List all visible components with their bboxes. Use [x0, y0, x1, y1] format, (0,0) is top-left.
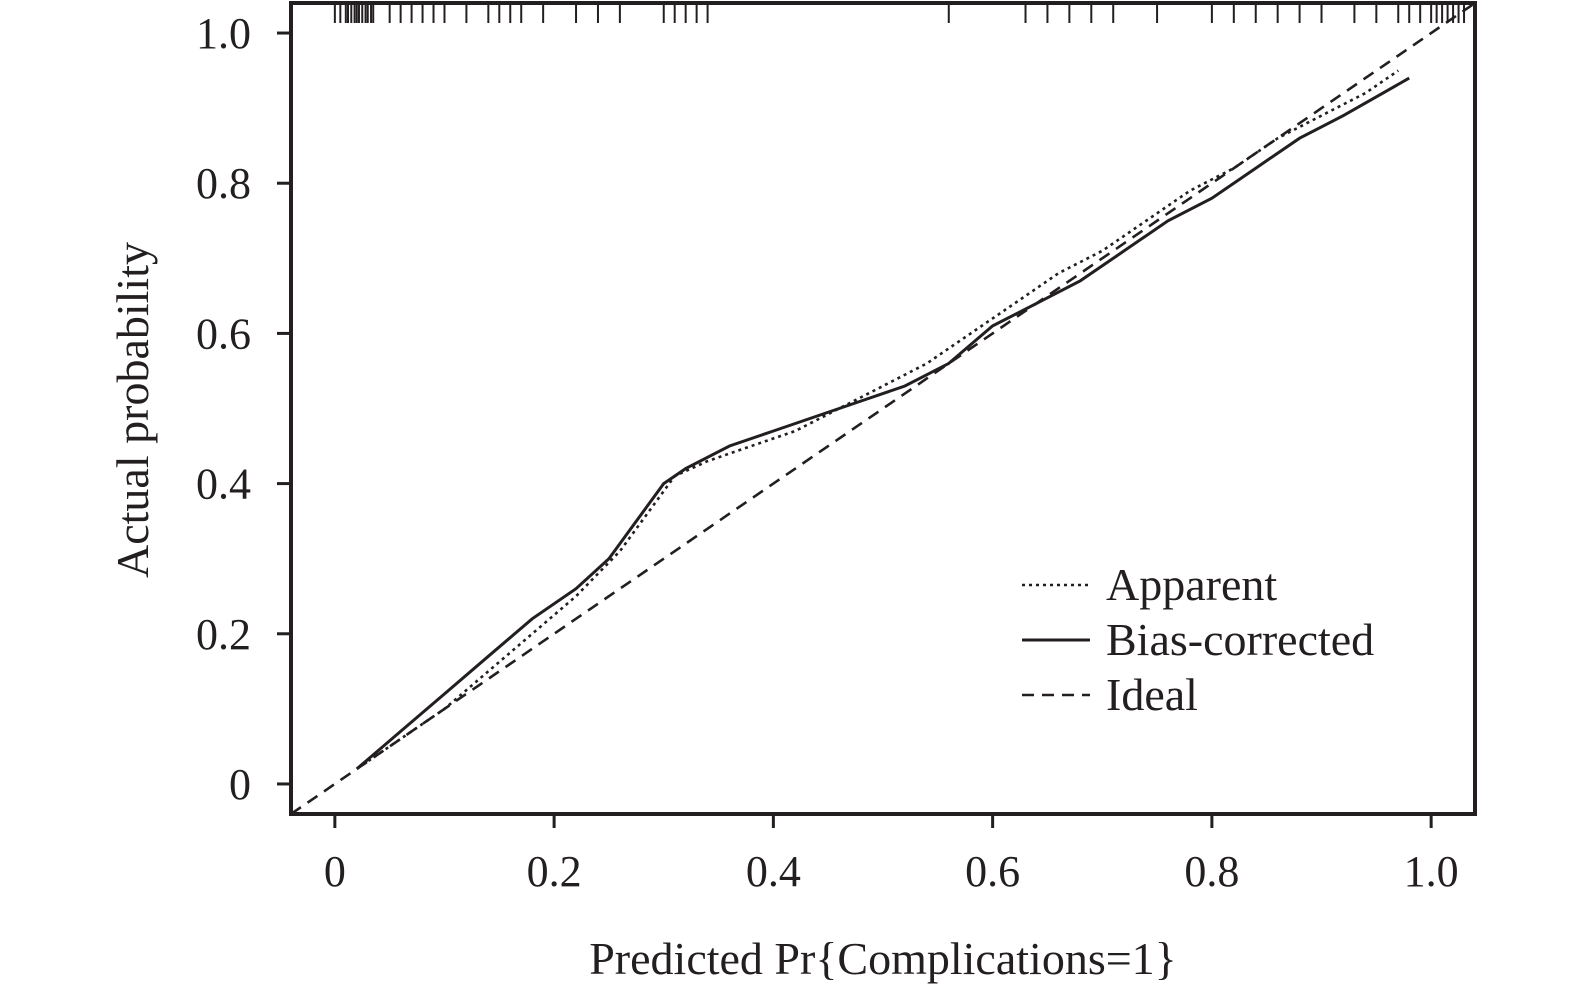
x-axis: 0 0.2 0.4 0.6 0.8 1.0: [324, 814, 1459, 896]
x-tick-label: 0.4: [746, 847, 801, 896]
legend-label: Apparent: [1106, 559, 1277, 610]
legend-label: Bias-corrected: [1106, 614, 1374, 665]
series-line-apparent: [356, 69, 1400, 770]
y-tick-label: 0.8: [196, 159, 251, 208]
series-line-bias-corrected: [355, 76, 1410, 771]
rug-ticks: [333, 5, 1466, 23]
x-tick-label: 0.2: [527, 847, 582, 896]
y-tick-label: 1.0: [196, 9, 251, 58]
x-tick-label: 0.6: [965, 847, 1020, 896]
series-line-ideal: [290, 1, 1476, 816]
x-axis-title: Predicted Pr{Complications=1}: [589, 933, 1177, 984]
y-axis-title: Actual probability: [107, 242, 158, 578]
y-tick-label: 0.6: [196, 309, 251, 358]
y-tick-label: 0.2: [196, 610, 251, 659]
series-lines: [290, 1, 1476, 816]
x-tick-label: 1.0: [1404, 847, 1459, 896]
legend-label: Ideal: [1106, 669, 1198, 720]
y-tick-label: 0: [229, 760, 251, 809]
y-axis: 0 0.2 0.4 0.6 0.8 1.0: [196, 9, 291, 809]
y-tick-label: 0.4: [196, 460, 251, 509]
x-tick-label: 0: [324, 847, 346, 896]
plot-frame: [289, 1, 1477, 816]
x-tick-label: 0.8: [1184, 847, 1239, 896]
